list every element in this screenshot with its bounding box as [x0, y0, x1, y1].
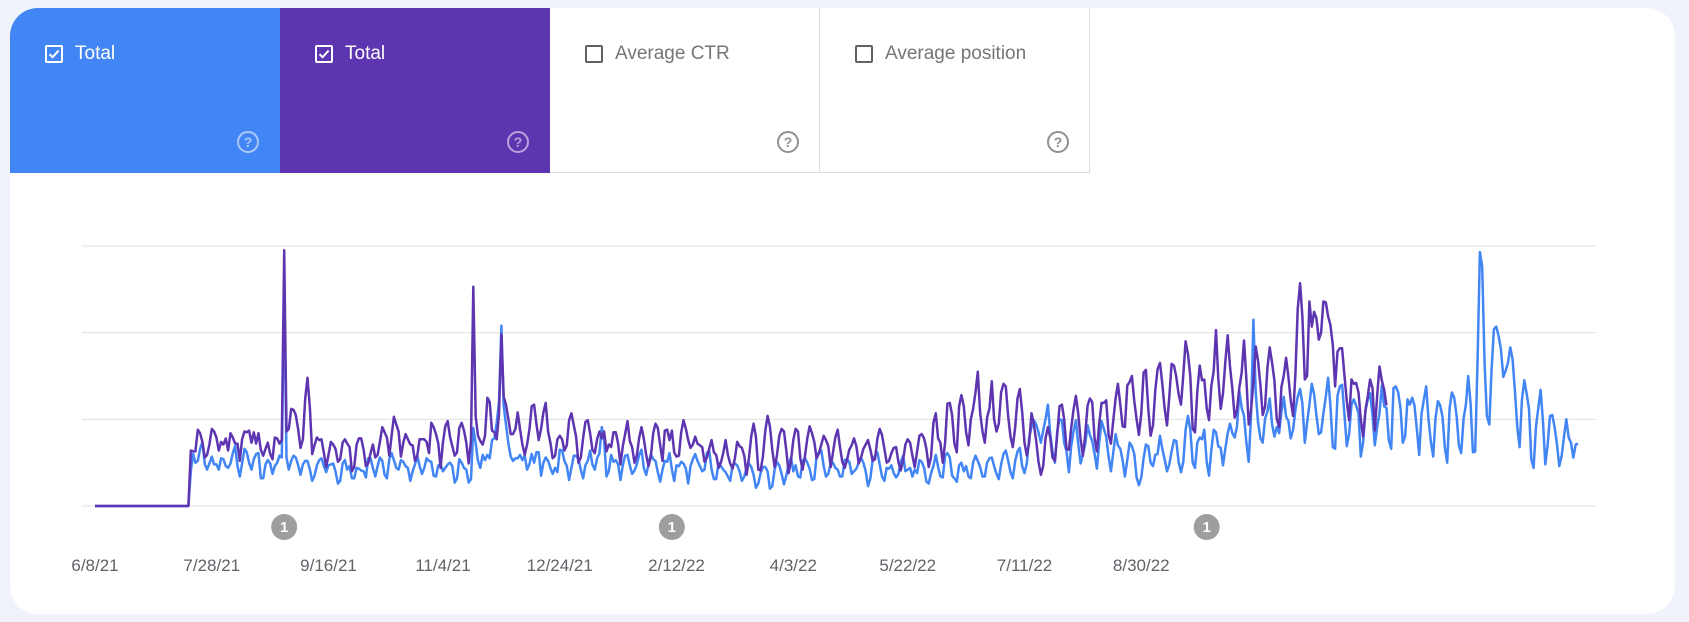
chart-annotations: 1 1 1: [271, 514, 1220, 540]
x-tick-label: 8/30/22: [1113, 556, 1170, 575]
annotation-label: 1: [280, 519, 288, 536]
annotation-circle[interactable]: [658, 514, 685, 540]
x-tick-label: 5/22/22: [879, 556, 936, 575]
checkbox-unchecked[interactable]: [585, 45, 603, 63]
x-tick-label: 9/16/21: [300, 556, 357, 575]
x-tick-label: 7/28/21: [183, 556, 240, 575]
metric-card-average-position[interactable]: Average position ?: [820, 8, 1090, 173]
metric-label: Total: [75, 43, 116, 64]
metric-label: Total: [345, 43, 386, 64]
checkbox-checked[interactable]: [45, 45, 63, 63]
x-tick-label: 2/12/22: [648, 556, 705, 575]
metric-label: Average position: [885, 43, 1027, 64]
x-tick-label: 4/3/22: [770, 556, 817, 575]
performance-line-chart: 1 1 1 6/8/21 7/28/21 9/16/21 11/4/21 12/24/21 2…: [71, 245, 1596, 575]
metric-card-average-ctr[interactable]: Average CTR ?: [550, 8, 820, 173]
chart-series: [95, 249, 1579, 508]
checkbox-checked[interactable]: [315, 45, 333, 63]
series-line-1: [95, 250, 1579, 508]
help-icon[interactable]: ?: [507, 131, 529, 153]
x-axis-ticks: 6/8/21 7/28/21 9/16/21 11/4/21 12/24/21 2/12/…: [71, 556, 1169, 575]
annotation-label: 1: [1202, 519, 1210, 536]
annotation-label: 1: [668, 519, 676, 536]
x-tick-label: 7/11/22: [997, 556, 1052, 575]
annotation-marker[interactable]: 1: [271, 514, 298, 540]
help-icon[interactable]: ?: [777, 131, 799, 153]
help-icon[interactable]: ?: [237, 131, 259, 153]
metric-label: Average CTR: [615, 43, 730, 64]
checkbox-unchecked[interactable]: [855, 45, 873, 63]
annotation-marker[interactable]: 1: [658, 514, 685, 540]
annotation-circle[interactable]: [271, 514, 298, 540]
x-tick-label: 12/24/21: [527, 556, 593, 575]
series-line-2: [95, 249, 1388, 508]
x-tick-label: 6/8/21: [71, 556, 118, 575]
annotation-marker[interactable]: 1: [1193, 514, 1220, 540]
performance-card: Total ? Total ? Average CTR ? Average po…: [10, 8, 1675, 614]
x-tick-label: 11/4/21: [415, 556, 470, 575]
annotation-circle[interactable]: [1193, 514, 1220, 540]
chart-gridlines: [82, 245, 1596, 507]
metric-card-total-impressions[interactable]: Total ?: [280, 8, 550, 173]
metric-card-total-clicks[interactable]: Total ?: [10, 8, 280, 173]
help-icon[interactable]: ?: [1047, 131, 1069, 153]
